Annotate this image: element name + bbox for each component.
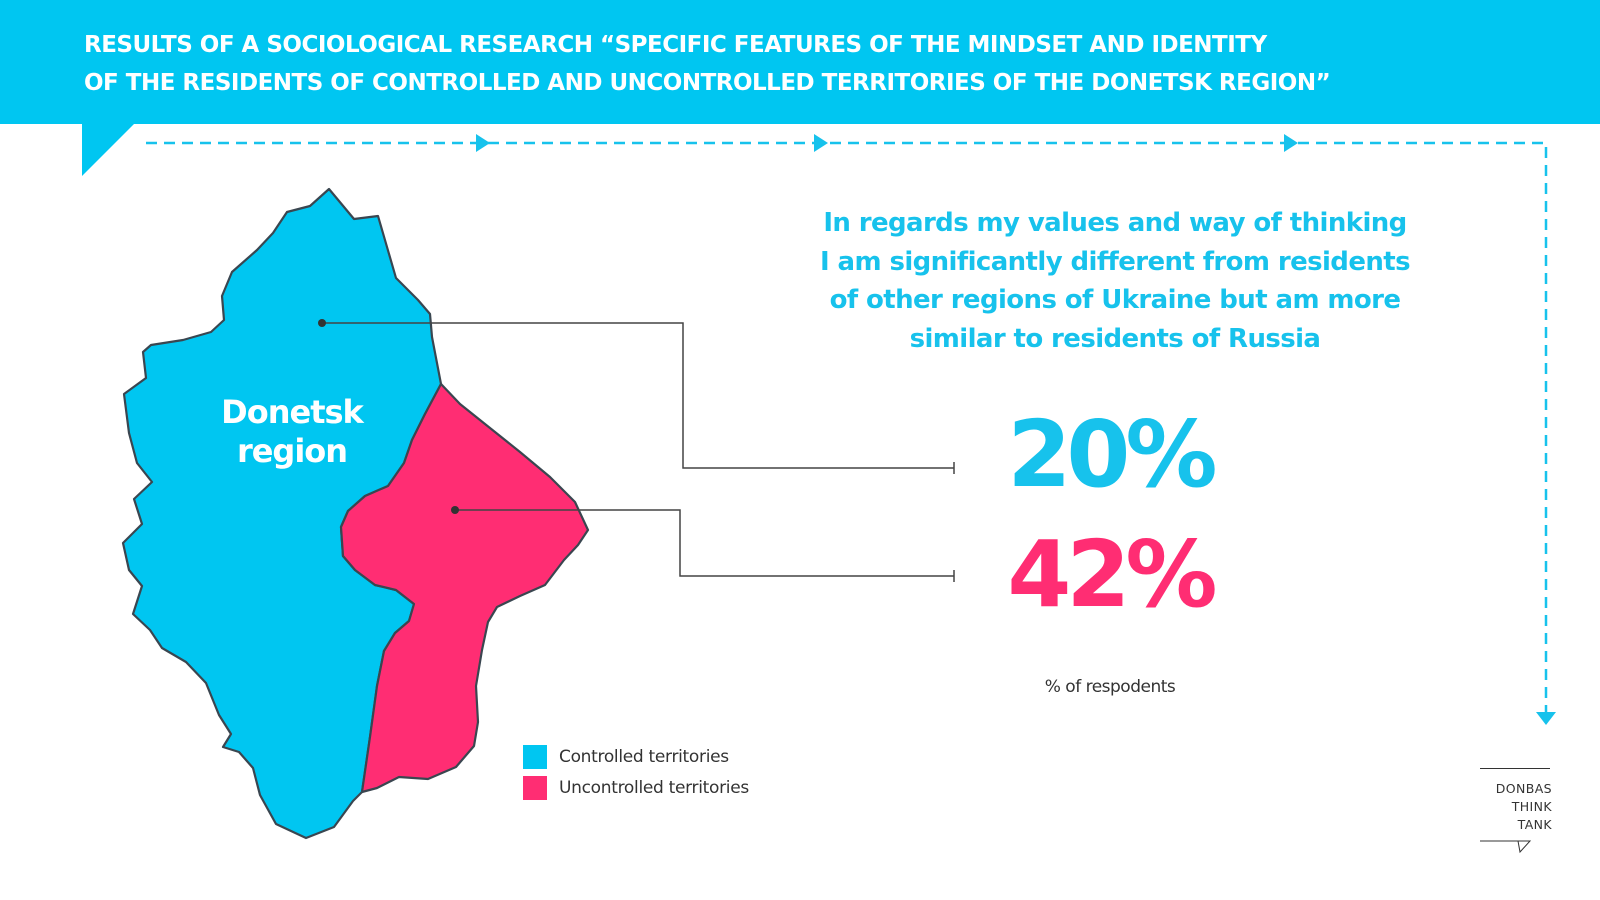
uncontrolled-marker [451, 506, 459, 514]
header-speech-tail [82, 124, 134, 176]
logo-line-1: DONBAS [1495, 781, 1552, 796]
arrow-right-icon [1284, 134, 1298, 152]
logo-text: DONBAS THINK TANK [1496, 780, 1552, 834]
legend-swatch-controlled [523, 745, 547, 769]
controlled-marker [318, 319, 326, 327]
donbas-think-tank-logo: DONBAS THINK TANK [1480, 768, 1552, 860]
region-label-line-1: Donetsk [221, 393, 364, 431]
logo-speech-tail [1480, 840, 1532, 854]
legend-label-controlled: Controlled territories [559, 747, 729, 767]
unit-note: % of respodents [1044, 677, 1176, 697]
dashed-guide-line [146, 141, 1548, 720]
legend-swatch-uncontrolled [523, 776, 547, 800]
arrow-down-icon [1536, 712, 1556, 725]
legend-item-uncontrolled: Uncontrolled territories [523, 776, 749, 800]
legend-label-uncontrolled: Uncontrolled territories [559, 778, 749, 798]
title-line-1: RESULTS OF A SOCIOLOGICAL RESEARCH “SPEC… [84, 32, 1267, 58]
legend-item-controlled: Controlled territories [523, 745, 729, 769]
statement-line-4: similar to residents of Russia [909, 323, 1321, 354]
page-title: RESULTS OF A SOCIOLOGICAL RESEARCH “SPEC… [84, 26, 1544, 102]
arrow-right-icon [476, 134, 490, 152]
uncontrolled-leader-line [455, 509, 954, 577]
controlled-leader-line [322, 322, 954, 469]
statement-line-2: I am significantly different from reside… [820, 246, 1411, 277]
uncontrolled-territory-area [339, 382, 590, 794]
controlled-percentage: 20% [1007, 401, 1217, 508]
region-label-line-2: region [237, 432, 347, 470]
statement-line-3: of other regions of Ukraine but am more [829, 285, 1401, 315]
logo-line-3: TANK [1517, 817, 1552, 832]
logo-top-rule [1480, 768, 1550, 769]
statement-line-1: In regards my values and way of thinking [823, 208, 1407, 238]
title-line-2: OF THE RESIDENTS OF CONTROLLED AND UNCON… [84, 70, 1331, 96]
header-banner [0, 0, 1600, 124]
logo-line-2: THINK [1511, 799, 1552, 814]
survey-statement: In regards my values and way of thinking… [800, 204, 1430, 358]
uncontrolled-percentage: 42% [1007, 521, 1217, 628]
arrow-right-icon [814, 134, 828, 152]
